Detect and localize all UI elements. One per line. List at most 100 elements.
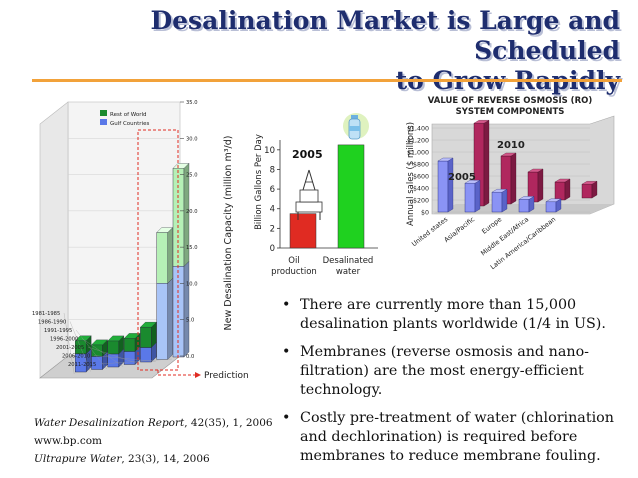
ro-bar-2005-top <box>437 157 454 162</box>
ro-bar-2010-top <box>581 181 598 185</box>
ro-tick-label: $0 <box>421 210 429 217</box>
capacity-category-label: 2001-2005 <box>56 345 84 351</box>
capacity-chart: 0.0 5.0 10.0 15.0 20.0 25.0 30.0 35.0 1981-1985… <box>32 100 249 381</box>
title-underline <box>32 79 622 82</box>
oil-production-bar <box>289 213 317 249</box>
ro-bar-2010-side <box>483 119 490 207</box>
capacity-bar-gulf <box>107 353 120 368</box>
capacity-tick-label: 35.0 <box>186 100 198 106</box>
ro-series-label-2005: 2005 <box>448 172 476 183</box>
ro-bar-2005-top <box>545 198 562 202</box>
capacity-bar-rest <box>140 326 152 348</box>
capacity-tick-label: 25.0 <box>186 173 198 179</box>
ro-series-label-2010: 2010 <box>497 140 525 151</box>
prediction-label: Prediction <box>204 371 249 381</box>
ro-bar-2005 <box>464 182 476 213</box>
capacity-category-label: 1981-1985 <box>32 311 60 317</box>
desalinated-water-bar <box>337 144 365 249</box>
capacity-category-leader <box>81 338 124 367</box>
capacity-category-leader <box>99 358 173 365</box>
ro-category-label: Asia/Pacific <box>443 215 477 244</box>
capacity-category-label: 1986-1990 <box>38 320 66 326</box>
capacity-category-label: 1996-2000 <box>50 337 78 343</box>
capacity-category-leader <box>75 329 107 370</box>
ro-bar-2005 <box>545 201 557 213</box>
prediction-arrow <box>157 370 195 376</box>
ro-bar-2005 <box>491 191 503 213</box>
ro-bar-2005 <box>437 160 449 213</box>
reference-1: Water Desalinization Report, 42(35), 1, … <box>34 417 273 429</box>
capacity-bar-top <box>107 335 125 342</box>
capacity-bar-rest <box>156 232 168 284</box>
capacity-category-leader <box>69 321 91 372</box>
capacity-bar-rest <box>123 338 136 352</box>
capacity-tick-label: 10.0 <box>186 281 198 287</box>
capacity-category-label: 2011-2015 <box>68 362 96 368</box>
ro-bar-2010 <box>554 181 566 201</box>
oil-tick-label: 4 <box>270 205 275 215</box>
ro-bar-2010-side <box>564 178 571 201</box>
water-bottle-icon <box>343 113 369 140</box>
capacity-bar-top <box>172 163 190 169</box>
capacity-tick-label: 30.0 <box>186 136 198 142</box>
ro-bar-2010-side <box>510 152 517 205</box>
capacity-bar-rest-side <box>167 227 173 284</box>
slide-title: Desalination Market is Large and Schedul… <box>60 6 620 96</box>
legend-gulf-countries: Gulf Countries <box>110 121 149 127</box>
capacity-bar-gulf-side <box>183 260 190 358</box>
ro-tick-label: $1,200 <box>407 138 429 145</box>
capacity-bar-rest <box>107 340 120 355</box>
capacity-bar-top <box>140 322 157 328</box>
capacity-category-leader <box>63 312 75 375</box>
category-oil-2: production <box>271 267 317 277</box>
oil-tick-label: 2 <box>270 224 275 234</box>
capacity-y-axis-label: New Desalination Capacity (million m³/d) <box>223 136 234 331</box>
oil-chart-year-label: 2005 <box>292 148 323 161</box>
oil-vs-water-chart: Billion Gallons Per Day 0 2 4 6 8 10 2005 Oil… <box>254 113 378 277</box>
oil-rig-icon <box>295 169 323 220</box>
reference-3: Ultrapure Water, 23(3), 14, 2006 <box>34 453 210 465</box>
oil-tick-label: 0 <box>270 244 275 254</box>
slide-title-line-1: Desalination Market is Large and Schedul… <box>150 6 620 65</box>
ro-tick-label: $1,000 <box>407 150 429 157</box>
capacity-category-label: 2006-2010 <box>62 354 90 360</box>
ro-bar-2010-top <box>473 120 490 124</box>
bullet-item: • There are currently more than 15,000 de… <box>282 297 606 332</box>
ro-chart-title-line-2: SYSTEM COMPONENTS <box>456 107 565 117</box>
capacity-bar-top <box>91 339 108 345</box>
ro-bar-2005-side <box>474 179 481 213</box>
capacity-tick-label: 15.0 <box>186 245 198 251</box>
oil-tick-label: 10 <box>264 146 275 156</box>
legend-rest-of-world: Rest of World <box>110 112 147 118</box>
ro-bar-2010-side <box>537 168 544 203</box>
ro-tick-label: $200 <box>413 198 429 205</box>
capacity-tick-label: 5.0 <box>186 318 194 324</box>
oil-tick-label: 8 <box>270 165 275 175</box>
ro-tick-label: $400 <box>413 186 429 193</box>
bullet-item: • Costly pre-treatment of water (chlorina… <box>282 410 614 464</box>
reference-2: www.bp.com <box>34 435 102 447</box>
ro-tick-label: $600 <box>413 174 429 181</box>
capacity-legend: Rest of World Gulf Countries <box>100 110 149 127</box>
ro-bar-2010-top <box>554 178 571 183</box>
capacity-category-label: 1991-1995 <box>44 328 72 334</box>
capacity-category-leader <box>87 346 140 365</box>
ro-bar-2005 <box>518 199 530 213</box>
ro-chart-y-axis-label: Annual sales ($ millions) <box>406 122 416 226</box>
ro-tick-label: $1,400 <box>407 126 429 133</box>
ro-bar-2005-side <box>447 157 454 213</box>
ro-bar-2005-top <box>464 180 481 184</box>
capacity-bar-top <box>123 333 141 339</box>
capacity-bar-gulf <box>156 283 168 360</box>
capacity-category-leader <box>93 355 156 362</box>
bullet-item: • Membranes (reverse osmosis and nano-fil… <box>282 344 590 398</box>
oil-chart-y-axis-label: Billion Gallons Per Day <box>254 134 264 230</box>
category-oil: Oil <box>288 256 299 266</box>
capacity-bar-rest <box>91 344 103 357</box>
ro-bar-2010-top <box>527 168 544 173</box>
oil-tick-label: 6 <box>270 185 275 195</box>
ro-bar-2010-top <box>500 152 517 157</box>
bullet-list: • There are currently more than 15,000 de… <box>278 296 623 475</box>
capacity-tick-label: 0.0 <box>186 354 194 360</box>
ro-tick-label: $800 <box>413 162 429 169</box>
